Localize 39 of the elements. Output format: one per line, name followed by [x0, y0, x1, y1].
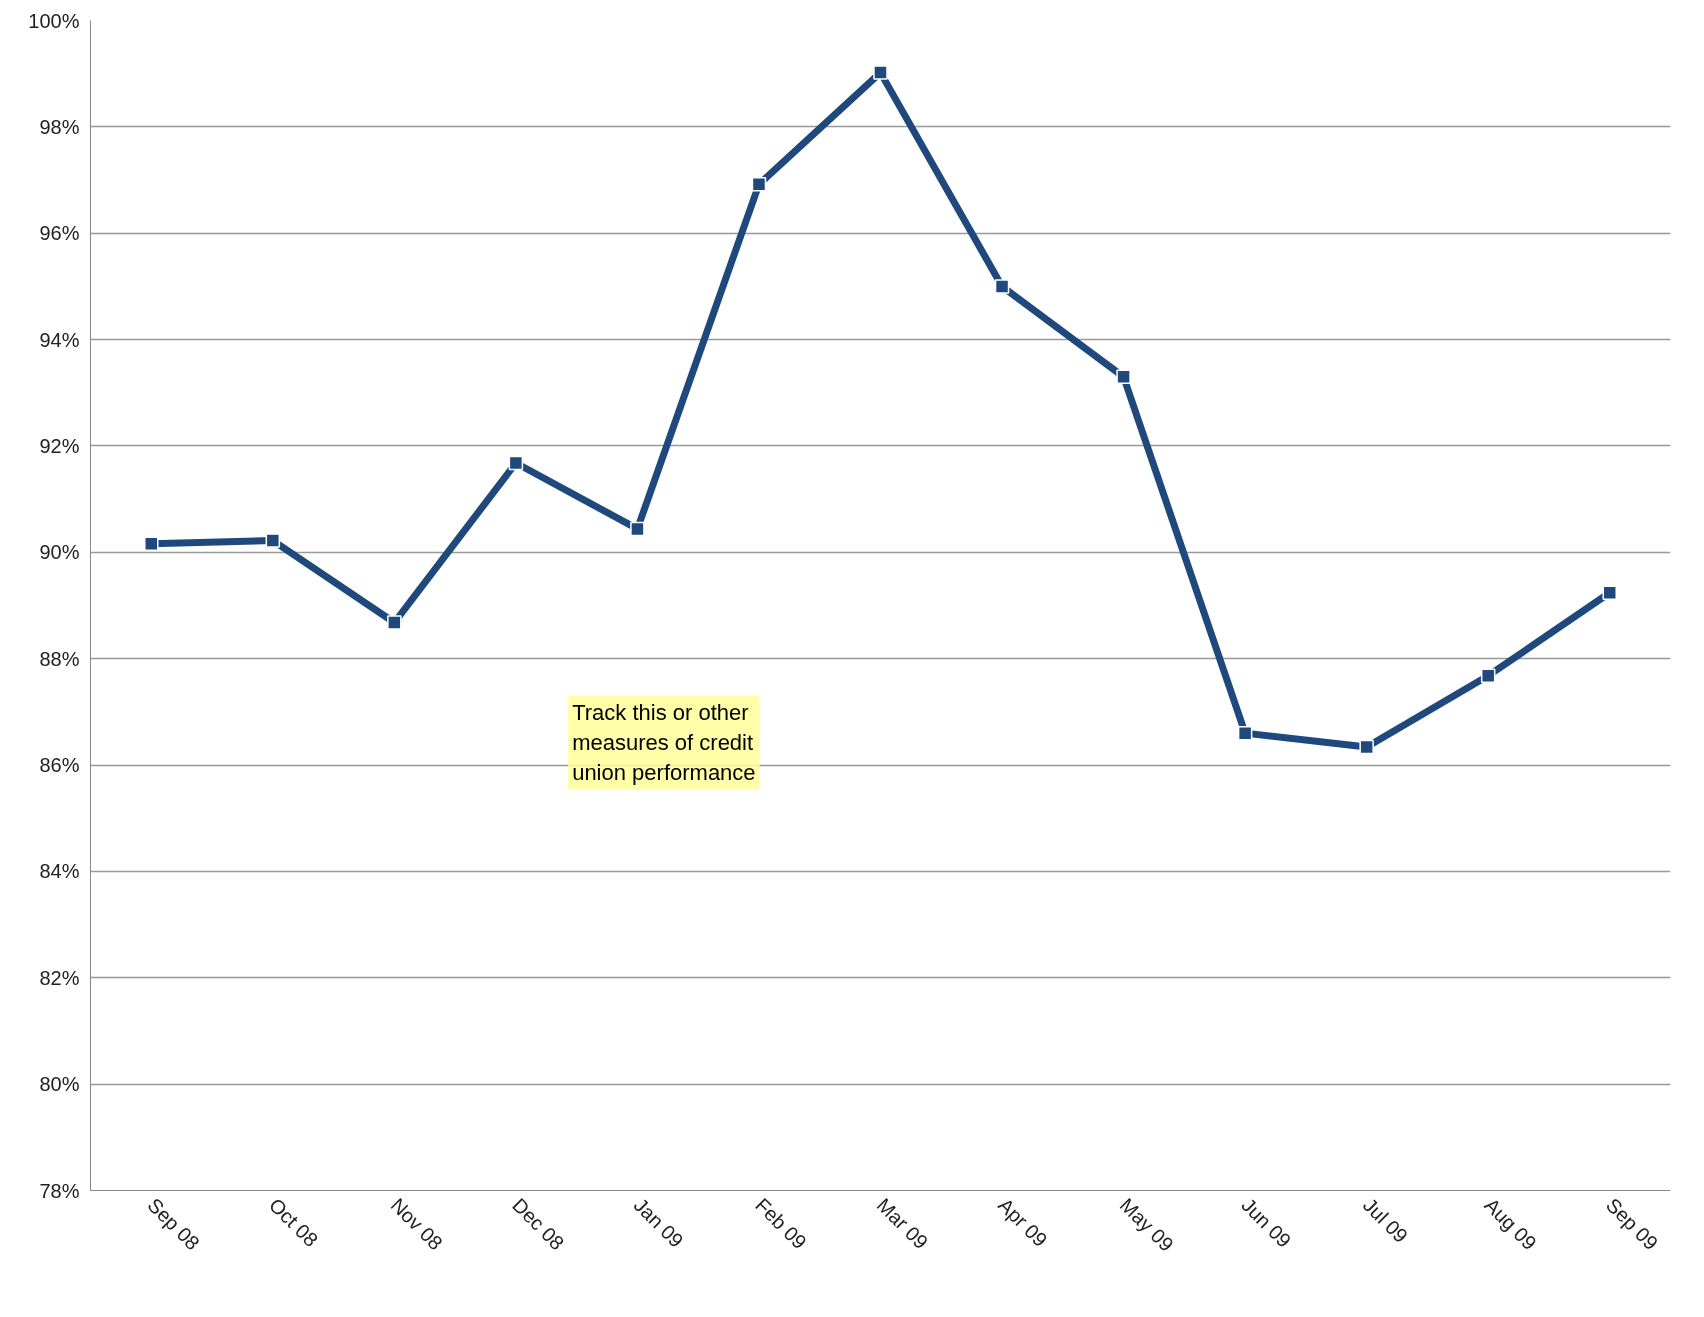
- y-tick-label: 86%: [39, 754, 80, 777]
- y-tick-label: 84%: [39, 860, 80, 883]
- x-tick-label: Jun 09: [1237, 1193, 1296, 1252]
- y-tick-label: 80%: [39, 1073, 80, 1096]
- point: [751, 177, 767, 192]
- point: [387, 615, 402, 630]
- x-tick-label: Apr 09: [994, 1193, 1052, 1251]
- point: [630, 521, 645, 537]
- x-tick-label: Sep 08: [143, 1193, 204, 1255]
- y-tick-label: 94%: [39, 328, 80, 351]
- x-tick-label: Jan 09: [629, 1193, 688, 1252]
- x-tick-label: May 09: [1115, 1193, 1178, 1256]
- y-tick-label: 78%: [39, 1179, 80, 1202]
- y-tick-label: 82%: [39, 966, 80, 989]
- point: [1237, 725, 1253, 741]
- point: [1116, 369, 1131, 385]
- x-tick-label: Jul 09: [1358, 1193, 1413, 1248]
- y-tick-label: 90%: [39, 541, 80, 564]
- point: [1359, 739, 1374, 755]
- y-tick-label: 92%: [39, 434, 80, 457]
- x-tick-label: Mar 09: [872, 1193, 933, 1254]
- point: [144, 536, 159, 552]
- y-tick-label: 96%: [39, 222, 80, 245]
- y-tick-label: 88%: [39, 647, 80, 670]
- point: [1480, 668, 1496, 683]
- point: [873, 65, 888, 80]
- point: [1602, 585, 1617, 600]
- x-tick-label: Oct 08: [265, 1193, 323, 1251]
- annotation: Track this or other measures of credit union performance: [572, 699, 756, 785]
- x-tick-label: Feb 09: [751, 1193, 811, 1254]
- point: [508, 455, 524, 471]
- point: [994, 279, 1010, 294]
- x-tick-label: Dec 08: [508, 1193, 569, 1255]
- y-tick-label: 98%: [39, 115, 80, 138]
- x-tick-label: Aug 09: [1480, 1193, 1541, 1255]
- x-tick-label: Sep 09: [1601, 1193, 1663, 1255]
- x-tick-label: Nov 08: [386, 1193, 447, 1255]
- y-tick-label: 100%: [28, 9, 80, 32]
- point: [265, 533, 281, 548]
